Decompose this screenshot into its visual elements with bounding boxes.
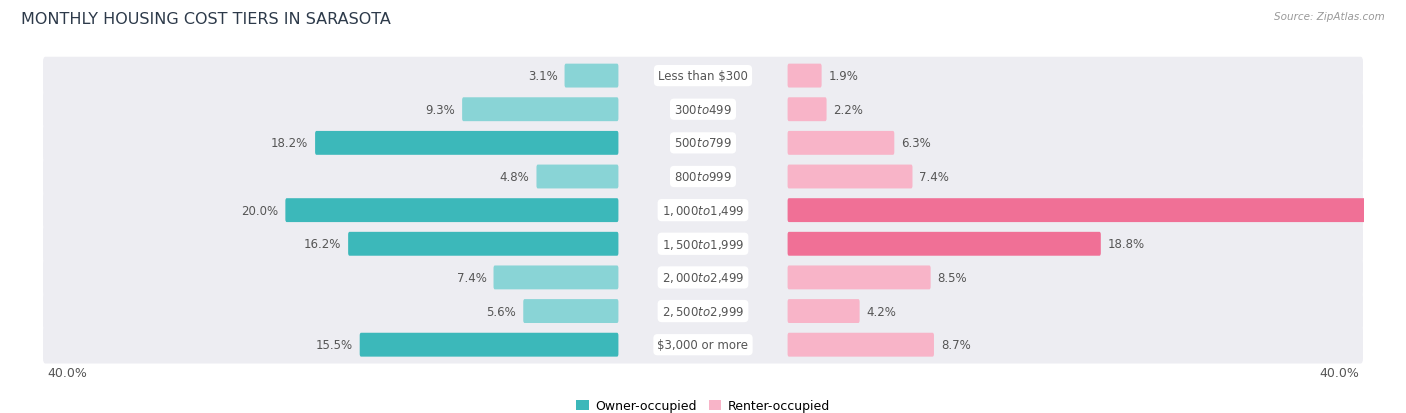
FancyBboxPatch shape	[44, 158, 1362, 196]
FancyBboxPatch shape	[44, 326, 1362, 364]
Text: 1.9%: 1.9%	[828, 70, 859, 83]
Text: 18.8%: 18.8%	[1108, 238, 1144, 251]
Text: 7.4%: 7.4%	[457, 271, 486, 284]
FancyBboxPatch shape	[285, 199, 619, 223]
FancyBboxPatch shape	[787, 266, 931, 290]
Text: 6.3%: 6.3%	[901, 137, 931, 150]
Text: 5.6%: 5.6%	[486, 305, 516, 318]
FancyBboxPatch shape	[44, 91, 1362, 129]
FancyBboxPatch shape	[787, 299, 859, 323]
Text: $3,000 or more: $3,000 or more	[658, 338, 748, 351]
FancyBboxPatch shape	[523, 299, 619, 323]
Text: 7.4%: 7.4%	[920, 171, 949, 183]
FancyBboxPatch shape	[787, 64, 821, 88]
FancyBboxPatch shape	[787, 232, 1101, 256]
FancyBboxPatch shape	[44, 58, 1362, 95]
Text: 16.2%: 16.2%	[304, 238, 342, 251]
FancyBboxPatch shape	[44, 292, 1362, 330]
Text: 4.8%: 4.8%	[499, 171, 530, 183]
FancyBboxPatch shape	[787, 98, 827, 122]
FancyBboxPatch shape	[787, 199, 1402, 223]
FancyBboxPatch shape	[565, 64, 619, 88]
Text: 2.2%: 2.2%	[834, 104, 863, 116]
FancyBboxPatch shape	[44, 192, 1362, 230]
Legend: Owner-occupied, Renter-occupied: Owner-occupied, Renter-occupied	[571, 394, 835, 413]
FancyBboxPatch shape	[315, 132, 619, 155]
Text: 40.0%: 40.0%	[1319, 366, 1358, 379]
Text: Less than $300: Less than $300	[658, 70, 748, 83]
FancyBboxPatch shape	[463, 98, 619, 122]
Text: 8.5%: 8.5%	[938, 271, 967, 284]
Text: $500 to $799: $500 to $799	[673, 137, 733, 150]
FancyBboxPatch shape	[349, 232, 619, 256]
Text: MONTHLY HOUSING COST TIERS IN SARASOTA: MONTHLY HOUSING COST TIERS IN SARASOTA	[21, 12, 391, 27]
Text: $2,000 to $2,499: $2,000 to $2,499	[662, 271, 744, 285]
Text: 18.2%: 18.2%	[271, 137, 308, 150]
FancyBboxPatch shape	[360, 333, 619, 357]
FancyBboxPatch shape	[44, 259, 1362, 297]
Text: $1,500 to $1,999: $1,500 to $1,999	[662, 237, 744, 251]
FancyBboxPatch shape	[44, 125, 1362, 162]
Text: 8.7%: 8.7%	[941, 338, 970, 351]
FancyBboxPatch shape	[494, 266, 619, 290]
Text: 9.3%: 9.3%	[426, 104, 456, 116]
Text: 15.5%: 15.5%	[315, 338, 353, 351]
Text: 3.1%: 3.1%	[527, 70, 558, 83]
Text: $2,500 to $2,999: $2,500 to $2,999	[662, 304, 744, 318]
FancyBboxPatch shape	[787, 165, 912, 189]
Text: $800 to $999: $800 to $999	[673, 171, 733, 183]
FancyBboxPatch shape	[537, 165, 619, 189]
Text: 40.0%: 40.0%	[48, 366, 87, 379]
FancyBboxPatch shape	[787, 132, 894, 155]
Text: Source: ZipAtlas.com: Source: ZipAtlas.com	[1274, 12, 1385, 22]
Text: 4.2%: 4.2%	[866, 305, 897, 318]
FancyBboxPatch shape	[44, 225, 1362, 263]
Text: $300 to $499: $300 to $499	[673, 104, 733, 116]
FancyBboxPatch shape	[787, 333, 934, 357]
Text: $1,000 to $1,499: $1,000 to $1,499	[662, 204, 744, 218]
Text: 20.0%: 20.0%	[242, 204, 278, 217]
